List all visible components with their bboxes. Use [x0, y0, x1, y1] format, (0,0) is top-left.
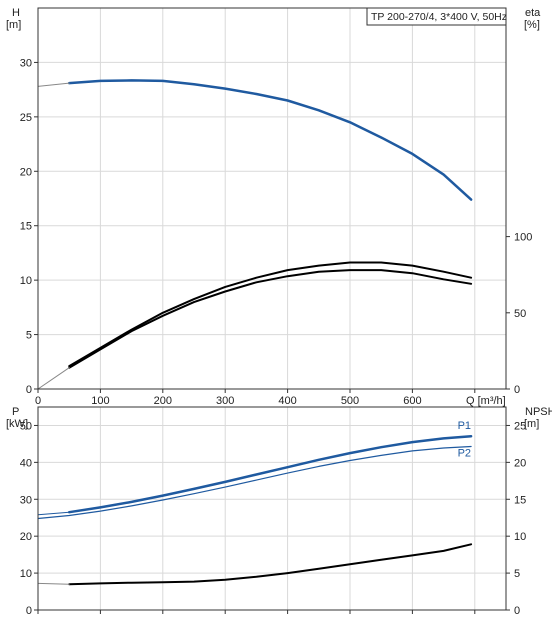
series-line-1-4	[37, 582, 70, 585]
y-tick-label-right: 50	[514, 308, 526, 320]
series-line-0-4	[37, 367, 70, 390]
power-npsh-panel: P1 P2 0 10 20 30 40 50 0 5 10 15 20 25 P [kW] NPSH […	[6, 406, 552, 617]
y-tick-label-left: 15	[20, 221, 32, 233]
y-tick-label-left: 50	[20, 420, 32, 432]
y-tick-label-right: 5	[514, 568, 520, 580]
y-axis-unit-head: [m]	[6, 19, 21, 31]
series-line-1-2	[37, 445, 472, 520]
y-tick-label-right: 0	[514, 605, 520, 617]
head-panel-frame	[37, 7, 507, 390]
power-panel-grid	[38, 407, 506, 610]
series-line-0-3	[68, 261, 473, 368]
power-panel-series: P1 P2	[37, 420, 473, 586]
chart-title-box	[366, 7, 507, 26]
series-line-1-1	[37, 511, 70, 516]
head-panel-series	[37, 79, 473, 390]
x-axis-label-flow: Q [m³/h]	[466, 395, 506, 407]
y-tick-label-left: 30	[20, 494, 32, 506]
y-axis-unit-power: [kW]	[6, 418, 28, 430]
y-tick-label-left: 30	[20, 57, 32, 69]
y-axis-unit-eta: [%]	[524, 19, 540, 31]
y-tick-label-left: 40	[20, 457, 32, 469]
series-line-1-3	[68, 543, 473, 586]
y-axis-label-power: P	[12, 406, 19, 418]
x-tick-label: 300	[216, 395, 234, 407]
y-tick-label-right: 15	[514, 494, 526, 506]
x-tick-label: 600	[403, 395, 421, 407]
y-tick-label-left: 5	[26, 330, 32, 342]
x-tick-label: 200	[154, 395, 172, 407]
series-line-0-2	[68, 269, 473, 369]
chart-title: TP 200-270/4, 3*400 V, 50Hz	[371, 11, 507, 23]
y-tick-label-right: 20	[514, 457, 526, 469]
y-tick-label-left: 0	[26, 605, 32, 617]
y-axis-label-eta: eta	[525, 7, 541, 19]
y-tick-label-left: 10	[20, 568, 32, 580]
series-line-0-1	[37, 82, 70, 87]
power-panel-ticks: 0 10 20 30 40 50 0 5 10 15 20 25	[20, 420, 527, 617]
y-tick-label-left: 0	[26, 384, 32, 396]
y-tick-label-right: 10	[514, 531, 526, 543]
y-tick-label-left: 20	[20, 531, 32, 543]
x-tick-label: 400	[278, 395, 296, 407]
y-tick-label-right: 25	[514, 420, 526, 432]
y-axis-label-npsh: NPSH	[525, 406, 552, 418]
y-axis-unit-npsh: [m]	[524, 418, 539, 430]
series-label: P1	[458, 420, 471, 432]
y-tick-label-right: 0	[514, 384, 520, 396]
head-panel-grid	[38, 8, 506, 389]
y-tick-label-left: 25	[20, 112, 32, 124]
series-line-0-0	[67, 79, 473, 201]
y-tick-label-right: 100	[514, 232, 532, 244]
x-tick-label: 0	[35, 395, 41, 407]
x-tick-label: 100	[91, 395, 109, 407]
x-tick-label: 500	[341, 395, 359, 407]
series-line-1-0	[67, 434, 473, 514]
y-tick-label-left: 10	[20, 275, 32, 287]
y-axis-label-head: H	[12, 7, 20, 19]
y-tick-label-left: 20	[20, 166, 32, 178]
power-panel-frame	[37, 406, 507, 611]
series-label: P2	[458, 447, 471, 459]
